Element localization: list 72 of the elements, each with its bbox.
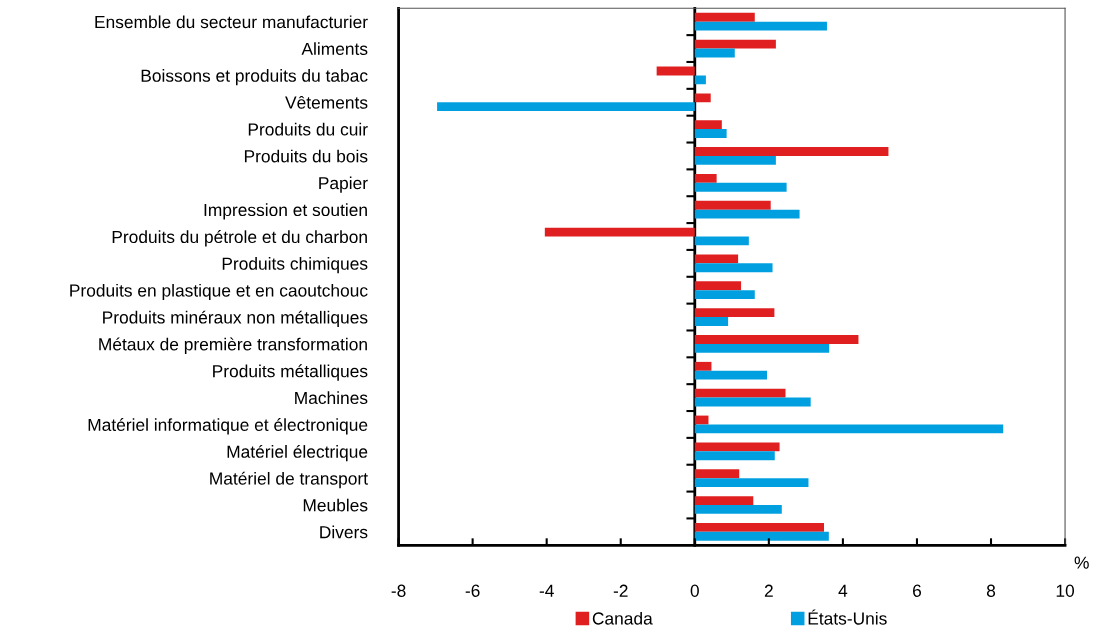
bar (694, 155, 776, 165)
bar (694, 39, 776, 49)
bar (694, 388, 786, 398)
bar (656, 66, 695, 76)
y-tick-label: Produits chimiques (222, 257, 368, 274)
bar (694, 397, 811, 407)
y-tick-label: Métaux de première transformation (99, 337, 367, 354)
bar (694, 531, 829, 541)
x-tick-label: -4 (539, 584, 554, 597)
bar (694, 424, 1004, 434)
bar (694, 48, 735, 58)
bar (694, 21, 827, 31)
bar (437, 102, 695, 112)
bar (694, 370, 767, 380)
bar (694, 120, 722, 130)
bar (694, 200, 771, 210)
y-tick-label: Produits minéraux non métalliques (103, 310, 368, 328)
y-tick-label: Machines (295, 391, 368, 405)
bar (694, 129, 727, 138)
bar (694, 522, 825, 532)
legend-label: États-Unis (808, 609, 887, 625)
x-tick-label: -8 (391, 584, 406, 597)
y-tick-label: Aliments (301, 42, 368, 56)
bar (694, 209, 800, 219)
bar (544, 227, 695, 237)
y-tick-label: Produits du bois (244, 149, 368, 163)
bar (694, 147, 889, 156)
x-tick-label: -6 (465, 584, 480, 597)
y-tick-label: Papier (319, 176, 368, 193)
x-tick-label: 0 (690, 584, 699, 597)
bar (694, 236, 749, 246)
x-tick-label: 4 (838, 584, 848, 597)
bar (694, 12, 755, 22)
bar (694, 263, 773, 273)
x-axis-title: % (1074, 556, 1089, 569)
y-tick-label: Ensemble du secteur manufacturier (95, 15, 368, 29)
y-tick-label: Matériel électrique (227, 444, 368, 462)
bar (694, 290, 755, 300)
bar (694, 478, 809, 488)
x-tick-label: 10 (1056, 584, 1075, 597)
bar (694, 343, 830, 353)
y-tick-label: Produits en plastique et en caoutchouc (70, 283, 368, 301)
bar (694, 254, 739, 264)
y-tick-label: Divers (320, 525, 368, 539)
y-tick-label: Produits du pétrole et du charbon (112, 230, 367, 247)
y-tick-label: Boissons et produits du tabac (141, 69, 368, 86)
y-tick-label: Produits du cuir (248, 122, 368, 136)
y-tick-label: Vêtements (285, 95, 368, 109)
x-tick-label: 8 (986, 584, 996, 597)
bar (694, 75, 706, 85)
x-tick-label: 2 (764, 584, 773, 597)
bar (694, 496, 754, 505)
bar (694, 335, 859, 344)
bar (694, 182, 787, 192)
bar (694, 469, 740, 479)
bar (694, 361, 712, 371)
y-tick-label: Meubles (303, 498, 368, 512)
bar (694, 173, 717, 183)
bar (694, 442, 780, 452)
y-tick-label: Produits métalliques (213, 364, 368, 381)
bar (694, 93, 711, 103)
x-tick-label: -2 (613, 584, 628, 597)
bar (694, 317, 729, 326)
bar (694, 451, 775, 461)
x-tick-label: 6 (913, 584, 922, 597)
y-tick-label: Matériel informatique et électronique (88, 418, 368, 435)
bar (694, 308, 775, 318)
bar (694, 281, 742, 291)
y-tick-label: Matériel de transport (210, 471, 368, 489)
legend-label: Canada (592, 611, 653, 625)
y-tick-label: Impression et soutien (204, 203, 367, 220)
bar (694, 505, 782, 514)
